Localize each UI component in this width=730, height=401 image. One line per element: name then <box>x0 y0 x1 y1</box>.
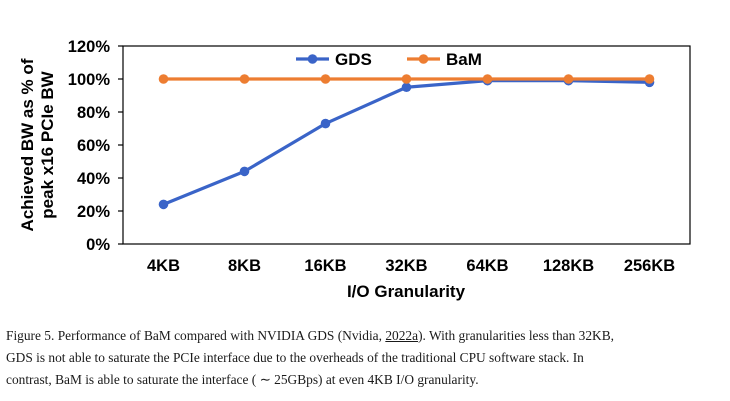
bam-point <box>320 74 331 84</box>
caption-line3: contrast, BaM is able to saturate the in… <box>6 372 479 387</box>
y-axis-label-line2: peak x16 PCIe BW <box>38 70 57 218</box>
y-tick-label: 80% <box>77 104 110 122</box>
gds-legend-marker <box>307 54 318 64</box>
gds-point <box>239 166 250 177</box>
y-axis-label-line1: Achieved BW as % of <box>18 58 37 231</box>
gds-series-line <box>162 79 650 206</box>
y-tick-label: 40% <box>77 170 110 188</box>
bam-legend-marker <box>418 54 429 64</box>
y-tick-label: 20% <box>77 203 110 221</box>
y-tick-label: 60% <box>77 137 110 155</box>
caption-line1-a: Performance of BaM compared with NVIDIA … <box>54 328 386 343</box>
y-tick-label: 0% <box>86 236 110 254</box>
gds-point <box>401 82 412 93</box>
x-axis-label: I/O Granularity <box>347 282 466 301</box>
bam-point <box>644 74 655 84</box>
x-tick-label: 64KB <box>466 257 508 275</box>
legend: GDS BaM <box>296 50 482 69</box>
y-tick-label: 100% <box>68 71 111 89</box>
x-axis-ticks: 4KB 8KB 16KB 32KB 64KB 128KB 256KB <box>147 257 675 275</box>
figure-caption: Figure 5. Performance of BaM compared wi… <box>6 325 724 391</box>
citation-link[interactable]: 2022a <box>385 328 419 343</box>
caption-prefix: Figure 5. <box>6 328 55 343</box>
caption-line1-b: ). With granularities less than 32KB, <box>418 328 615 343</box>
x-tick-label: 256KB <box>624 257 675 275</box>
gds-point <box>158 199 169 210</box>
x-tick-label: 8KB <box>228 257 261 275</box>
bam-point <box>158 74 169 84</box>
x-tick-label: 16KB <box>304 257 346 275</box>
bam-point <box>482 74 493 84</box>
y-axis-ticks: 0% 20% 40% 60% 80% 100% 120% <box>68 38 123 254</box>
x-tick-label: 4KB <box>147 257 180 275</box>
bam-point <box>239 74 250 84</box>
y-tick-label: 120% <box>68 38 111 56</box>
gds-point <box>320 118 331 129</box>
line-chart: Achieved BW as % of peak x16 PCIe BW I/O… <box>18 38 691 301</box>
x-tick-label: 128KB <box>543 257 594 275</box>
bam-legend-label: BaM <box>446 50 482 69</box>
caption-line2: GDS is not able to saturate the PCIe int… <box>6 350 584 365</box>
bam-point <box>401 74 412 84</box>
series-layer <box>158 74 655 210</box>
gds-legend-label: GDS <box>335 50 372 69</box>
bam-point <box>563 74 574 84</box>
x-tick-label: 32KB <box>385 257 427 275</box>
